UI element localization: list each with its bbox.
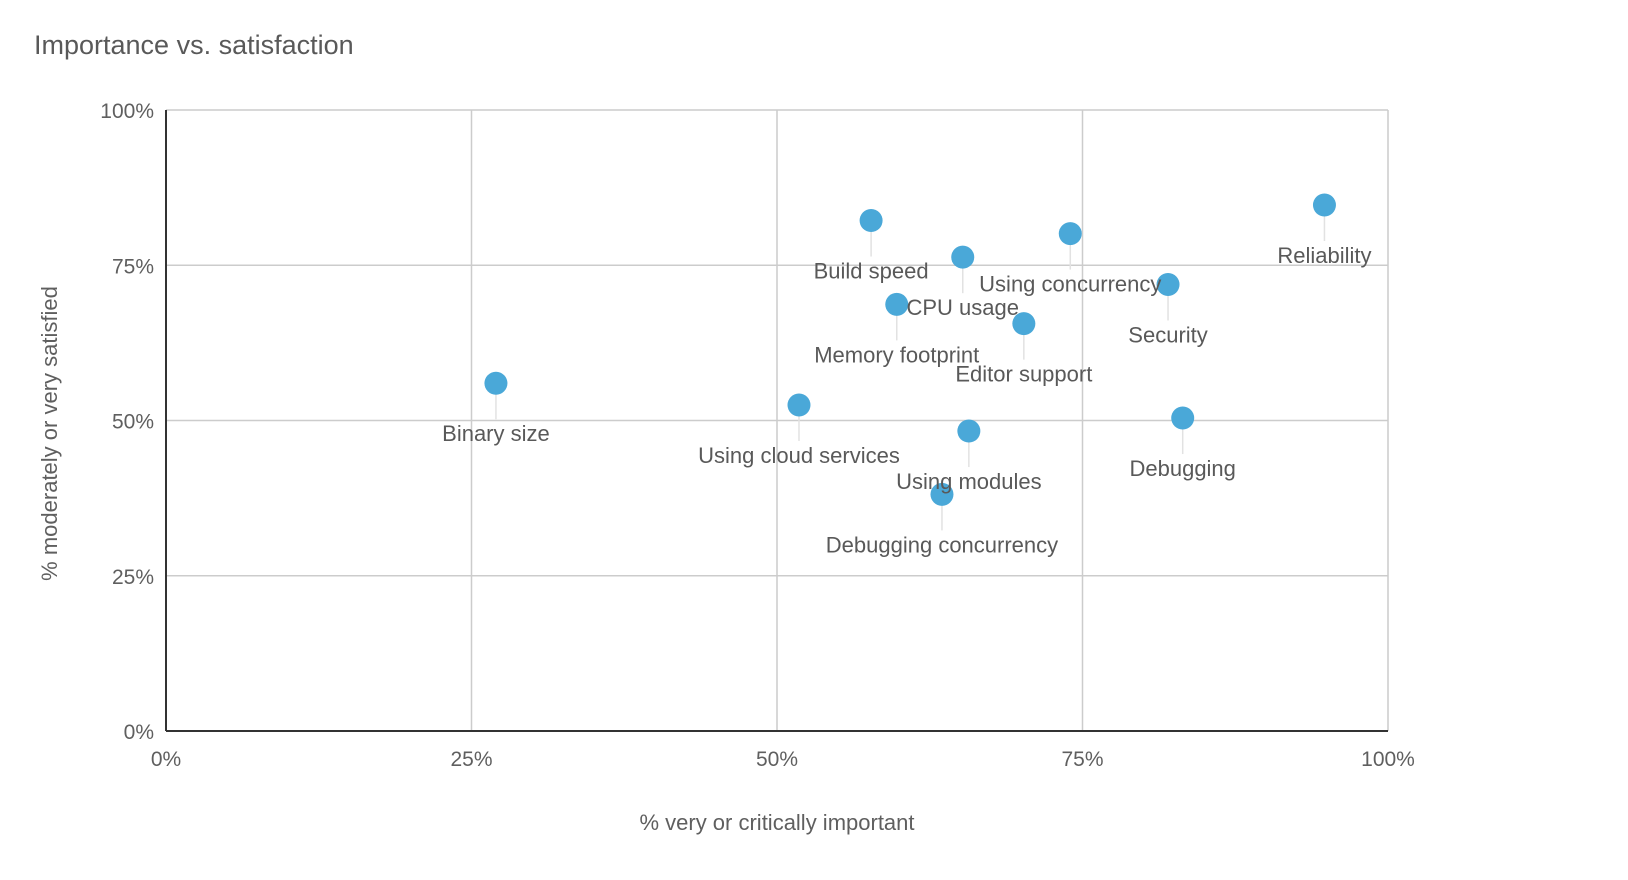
y-tick-label: 75%	[112, 255, 154, 278]
y-tick-label: 50%	[112, 411, 154, 434]
scatter-point	[930, 482, 954, 506]
scatter-point	[957, 419, 981, 443]
point-label: Editor support	[955, 362, 1092, 387]
scatter-point	[885, 292, 909, 316]
scatter-point	[951, 245, 975, 269]
axes	[165, 110, 1388, 732]
point-label: Security	[1128, 323, 1207, 348]
y-tick-label: 25%	[112, 566, 154, 589]
scatter-point	[484, 371, 508, 395]
y-tick-label: 100%	[100, 100, 154, 123]
gridlines	[165, 109, 1389, 732]
point-label: Binary size	[442, 421, 550, 446]
point-label: Build speed	[814, 259, 929, 284]
data-points	[484, 193, 1336, 506]
point-label: Reliability	[1277, 243, 1371, 268]
scatter-point	[1012, 312, 1036, 336]
scatter-point	[1171, 406, 1195, 430]
point-label: CPU usage	[906, 295, 1019, 320]
point-label: Debugging concurrency	[826, 532, 1058, 557]
scatter-point	[1156, 273, 1180, 297]
chart-title: Importance vs. satisfaction	[34, 30, 354, 60]
tick-labels: 0% 25% 50% 75% 100% 0% 25% 50% 75% 100%	[100, 100, 1415, 771]
point-label: Using modules	[896, 469, 1042, 494]
point-label: Memory footprint	[814, 342, 979, 367]
point-label: Debugging	[1129, 456, 1235, 481]
x-tick-label: 25%	[450, 748, 492, 771]
y-axis-title: % moderately or very satisfied	[37, 286, 62, 581]
x-tick-label: 0%	[151, 748, 181, 771]
scatter-point	[859, 209, 883, 233]
y-tick-label: 0%	[124, 721, 154, 744]
point-label: Using cloud services	[698, 443, 900, 468]
scatter-point	[787, 393, 811, 417]
point-label: Using concurrency	[979, 272, 1161, 297]
point-labels: Binary size Using cloud services Build spe…	[442, 243, 1371, 557]
x-tick-label: 100%	[1361, 748, 1415, 771]
x-axis-title: % very or critically important	[639, 810, 914, 835]
scatter-point	[1312, 193, 1336, 217]
x-tick-label: 50%	[756, 748, 798, 771]
x-tick-label: 75%	[1061, 748, 1103, 771]
scatter-point	[1058, 222, 1082, 246]
